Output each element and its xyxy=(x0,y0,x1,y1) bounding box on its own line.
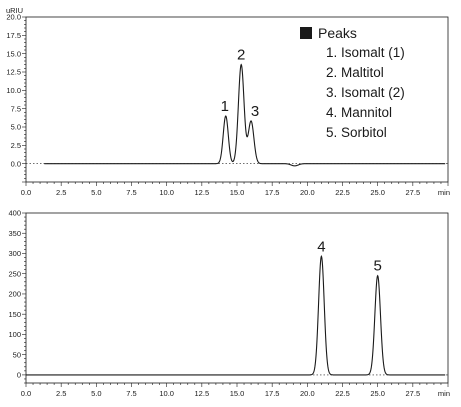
bottom-x-tick-label: 10.0 xyxy=(159,389,174,398)
top-y-unit-label: uRIU xyxy=(6,6,23,15)
bottom-y-tick-label: 200 xyxy=(8,290,21,299)
legend-item-3: 3. Isomalt (2) xyxy=(326,85,405,100)
top-chromatogram-trace xyxy=(44,63,446,167)
bottom-x-tick-label: 2.5 xyxy=(56,389,66,398)
bottom-peak-labels: 45 xyxy=(317,238,382,274)
top-x-tick-label: 15.0 xyxy=(230,188,245,197)
top-x-tick-label: 17.5 xyxy=(265,188,280,197)
bottom-y-tick-label: 0 xyxy=(17,371,21,380)
top-y-tick-label: 20.0 xyxy=(6,13,21,22)
bottom-y-tick-label: 300 xyxy=(8,249,21,258)
top-x-tick-label: 7.5 xyxy=(126,188,136,197)
top-x-tick-label: 0.0 xyxy=(21,188,31,197)
bottom-y-tick-label: 400 xyxy=(8,209,21,218)
legend-item-2: 2. Maltitol xyxy=(326,65,384,80)
top-y-tick-label: 10.0 xyxy=(6,86,21,95)
bottom-series xyxy=(26,255,446,376)
top-x-tick-label: 20.0 xyxy=(300,188,315,197)
top-x-tick-label: 12.5 xyxy=(195,188,210,197)
bottom-x-unit-label: min xyxy=(438,389,450,398)
bottom-x-tick-label: 17.5 xyxy=(265,389,280,398)
bottom-y-tick-label: 150 xyxy=(8,310,21,319)
bottom-chromatogram-panel: 0.0 2.5 5.0 7.5 10.0 12.5 15.0 17.5 20.0 22.5 25.0… xyxy=(8,209,450,398)
top-axes: 0.0 2.5 5.0 7.5 10.0 12.5 15.0 17.5 20.0 22.5 25.0… xyxy=(6,13,450,197)
top-y-tick-label: 2.5 xyxy=(11,141,21,150)
top-y-tick-label: 15.0 xyxy=(6,49,21,58)
legend-item-4: 4. Mannitol xyxy=(326,105,392,120)
bottom-x-tick-label: 12.5 xyxy=(195,389,210,398)
top-y-tick-label: 0.0 xyxy=(11,159,21,168)
top-peak-labels: 1 2 3 xyxy=(221,47,260,120)
bottom-x-tick-label: 20.0 xyxy=(300,389,315,398)
bottom-x-tick-label: 27.5 xyxy=(406,389,421,398)
bottom-y-tick-label: 50 xyxy=(13,350,21,359)
legend-title: Peaks xyxy=(318,25,357,41)
top-series xyxy=(44,63,446,167)
top-x-tick-label: 2.5 xyxy=(56,188,66,197)
bottom-peak-label-4: 4 xyxy=(317,238,325,255)
top-x-unit-label: min xyxy=(438,188,450,197)
bottom-axes: 0.0 2.5 5.0 7.5 10.0 12.5 15.0 17.5 20.0 22.5 25.0… xyxy=(8,209,450,398)
bottom-x-tick-label: 22.5 xyxy=(335,389,350,398)
legend-marker xyxy=(300,27,312,39)
top-x-tick-label: 22.5 xyxy=(335,188,350,197)
bottom-chromatogram-trace xyxy=(26,255,446,376)
top-peak-label-3: 3 xyxy=(251,103,259,120)
top-x-tick-label: 27.5 xyxy=(406,188,421,197)
bottom-x-tick-label: 5.0 xyxy=(91,389,101,398)
top-x-tick-label: 10.0 xyxy=(159,188,174,197)
top-chromatogram-panel: uRIU 0.0 2.5 5.0 7.5 10.0 12.5 15.0 17.5 20.0 22.… xyxy=(6,6,450,197)
bottom-peak-label-5: 5 xyxy=(373,258,381,275)
top-x-tick-label: 5.0 xyxy=(91,188,101,197)
top-x-tick-label: 25.0 xyxy=(370,188,385,197)
top-y-tick-label: 5.0 xyxy=(11,123,21,132)
top-peak-label-2: 2 xyxy=(237,47,245,64)
bottom-x-tick-label: 15.0 xyxy=(230,389,245,398)
top-y-tick-label: 17.5 xyxy=(6,31,21,40)
bottom-y-tick-label: 350 xyxy=(8,229,21,238)
top-y-tick-label: 12.5 xyxy=(6,68,21,77)
bottom-x-tick-label: 7.5 xyxy=(126,389,136,398)
top-peak-label-1: 1 xyxy=(221,98,229,115)
bottom-y-tick-label: 100 xyxy=(8,330,21,339)
bottom-y-tick-label: 250 xyxy=(8,269,21,278)
legend: Peaks 1. Isomalt (1) 2. Maltitol 3. Isom… xyxy=(300,25,405,140)
legend-item-5: 5. Sorbitol xyxy=(326,125,387,140)
top-y-tick-label: 7.5 xyxy=(11,104,21,113)
bottom-x-tick-label: 25.0 xyxy=(370,389,385,398)
bottom-x-tick-label: 0.0 xyxy=(21,389,31,398)
legend-item-1: 1. Isomalt (1) xyxy=(326,45,405,60)
bottom-plot-frame xyxy=(25,212,449,384)
